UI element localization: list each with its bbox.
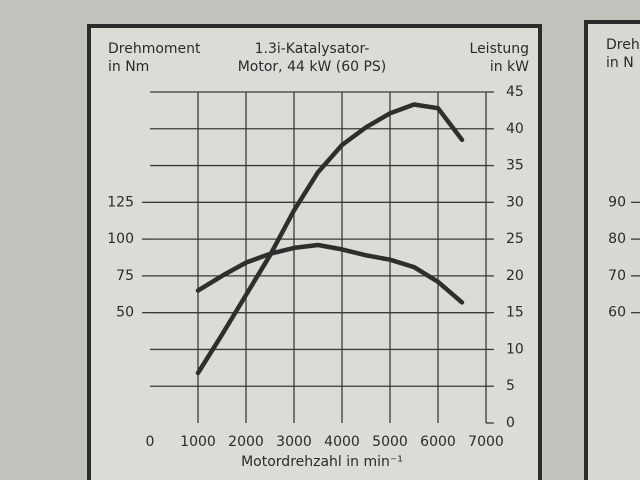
y-tick-label: 50 <box>116 305 134 321</box>
y-tick-label: 125 <box>107 194 134 210</box>
y-axis-label: Drehm <box>606 37 640 53</box>
y2-tick-label: 30 <box>506 194 524 210</box>
x-axis-label: Motordrehzahl in min⁻¹ <box>241 454 403 470</box>
x-tick-label: 7000 <box>468 434 504 450</box>
x-tick-label: 4000 <box>324 434 360 450</box>
data-line <box>195 102 465 376</box>
y-tick-label: 90 <box>608 194 626 210</box>
y2-tick-label: 5 <box>506 378 515 394</box>
y2-axis-label: Leistung <box>470 41 529 57</box>
chart-panel-2 <box>584 20 640 480</box>
y2-tick-label: 15 <box>506 305 524 321</box>
y-tick-label: 70 <box>608 268 626 284</box>
y-axis-label: in Nm <box>108 59 149 75</box>
y2-tick-label: 25 <box>506 231 524 247</box>
y2-tick-label: 45 <box>506 84 524 100</box>
y2-axis-label: in kW <box>490 59 529 75</box>
y2-tick-label: 35 <box>506 158 524 174</box>
y2-tick-label: 10 <box>506 341 524 357</box>
y-tick-label: 60 <box>608 305 626 321</box>
x-tick-label: 0 <box>146 434 155 450</box>
data-line <box>195 242 465 305</box>
chart-1: 1.3i-Katalysator- Motor, 44 kW (60 PS) Dre… <box>107 41 529 470</box>
x-tick-label: 6000 <box>420 434 456 450</box>
y-tick-label: 80 <box>608 231 626 247</box>
y2-tick-label: 40 <box>506 121 524 137</box>
x-tick-label: 2000 <box>228 434 264 450</box>
x-tick-label: 3000 <box>276 434 312 450</box>
y2-tick-label: 0 <box>506 415 515 431</box>
y2-tick-label: 20 <box>506 268 524 284</box>
x-tick-label: 1000 <box>180 434 216 450</box>
chart-title: 1.3i-Katalysator- <box>255 41 370 57</box>
y-axis-label: in N <box>606 55 634 71</box>
x-tick-label: 5000 <box>372 434 408 450</box>
chart-panel <box>87 24 542 480</box>
y-tick-label: 100 <box>107 231 134 247</box>
chart-title: Motor, 44 kW (60 PS) <box>238 59 387 75</box>
y-axis-label: Drehmoment <box>108 41 201 57</box>
chart-2: Drehm in N 60 70 80 90 <box>606 37 640 321</box>
y-tick-label: 75 <box>116 268 134 284</box>
